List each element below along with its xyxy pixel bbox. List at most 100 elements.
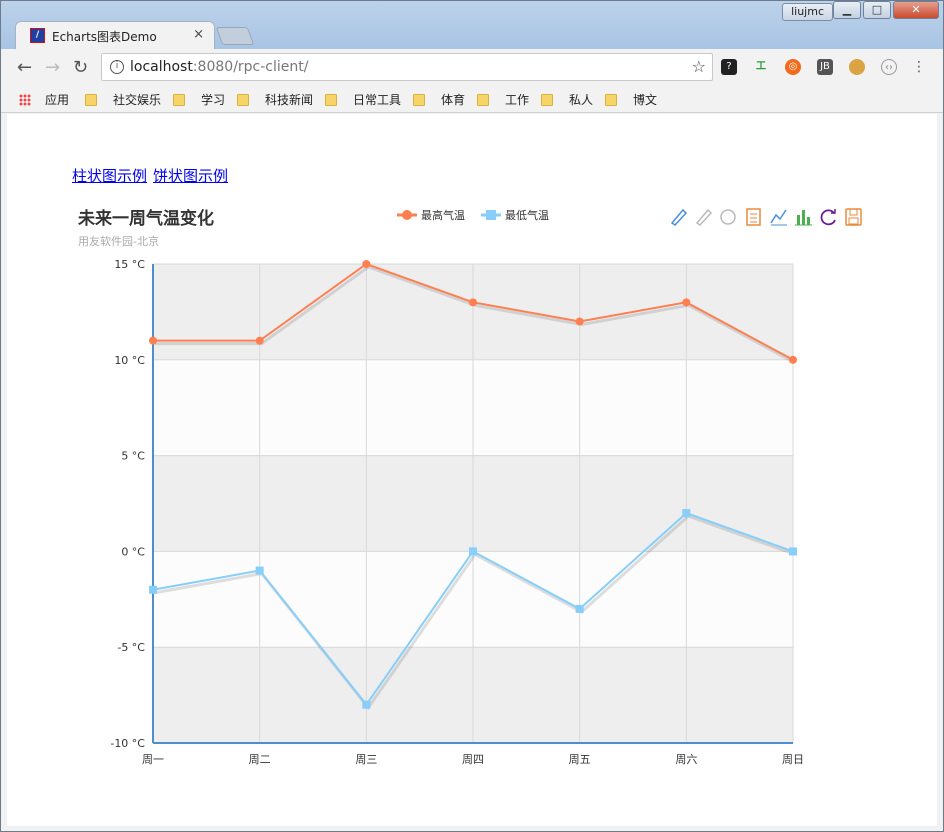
x-tick-label: 周六 xyxy=(675,753,697,766)
x-tick-label: 周五 xyxy=(569,753,591,766)
data-point[interactable] xyxy=(362,700,371,709)
data-point[interactable] xyxy=(255,566,264,575)
bookmark-star-icon[interactable]: ☆ xyxy=(691,57,706,76)
restore-icon[interactable] xyxy=(820,209,836,226)
extension-1-icon[interactable]: ? xyxy=(721,59,737,75)
mark-undo-icon[interactable] xyxy=(695,208,713,226)
x-tick-label: 周四 xyxy=(462,753,484,766)
data-point[interactable] xyxy=(789,355,797,364)
minimize-button[interactable]: ▁ xyxy=(833,1,861,19)
x-tick-label: 周三 xyxy=(355,753,377,766)
x-tick-label: 周日 xyxy=(782,753,804,766)
folder-icon xyxy=(413,93,425,106)
chart-links: 柱状图示例 饼状图示例 xyxy=(72,165,234,186)
bookmark-folder[interactable]: 学习 xyxy=(173,91,225,108)
legend-marker[interactable] xyxy=(402,210,412,220)
data-point[interactable] xyxy=(149,336,157,345)
bookmark-apps[interactable]: 应用 xyxy=(19,91,69,108)
bookmark-label: 科技新闻 xyxy=(265,93,314,107)
mark-clear-icon[interactable] xyxy=(720,209,736,225)
bookmarks-bar: 应用 社交娱乐 学习 科技新闻 日常工具 体育 工作 私人 博文 xyxy=(1,85,943,113)
data-point[interactable] xyxy=(362,260,371,268)
data-point[interactable] xyxy=(682,509,691,518)
bookmark-folder[interactable]: 私人 xyxy=(541,91,593,108)
info-icon[interactable]: i xyxy=(110,60,124,74)
apps-grid-icon xyxy=(19,93,31,106)
chart-title: 未来一周气温变化 xyxy=(77,208,214,229)
browser-toolbar: ← → ↻ i localhost:8080/rpc-client/ ☆ ? 工… xyxy=(1,49,943,85)
data-point[interactable] xyxy=(149,585,157,594)
data-point[interactable] xyxy=(575,604,584,613)
bookmark-label: 私人 xyxy=(569,93,594,107)
legend-label[interactable]: 最低气温 xyxy=(505,208,549,222)
y-tick-label: 5 °C xyxy=(121,450,145,463)
bookmark-label: 应用 xyxy=(45,93,70,107)
data-point[interactable] xyxy=(575,317,584,326)
extension-tools-icon[interactable]: 工 xyxy=(756,61,766,72)
data-point[interactable] xyxy=(789,547,797,556)
title-bar: liujmc ▁ □ ✕ / Echarts图表Demo × xyxy=(1,1,943,49)
legend-label[interactable]: 最高气温 xyxy=(421,208,465,222)
data-point[interactable] xyxy=(469,298,477,307)
bookmark-label: 日常工具 xyxy=(353,93,402,107)
data-point[interactable] xyxy=(469,547,477,556)
echarts-favicon-icon: / xyxy=(30,28,45,43)
close-window-button[interactable]: ✕ xyxy=(893,1,939,19)
extension-lifebuoy-icon[interactable]: ◎ xyxy=(785,59,801,75)
bookmark-label: 体育 xyxy=(441,93,466,107)
extension-cookie-icon[interactable] xyxy=(849,59,865,75)
x-tick-label: 周二 xyxy=(249,753,271,766)
folder-icon xyxy=(173,93,185,106)
extension-code-icon[interactable]: ‹› xyxy=(881,59,897,75)
legend-marker[interactable] xyxy=(486,210,496,220)
data-point[interactable] xyxy=(255,336,264,345)
pie-chart-link[interactable]: 饼状图示例 xyxy=(153,167,229,185)
bar-chart-link[interactable]: 柱状图示例 xyxy=(72,167,148,185)
line-type-icon[interactable] xyxy=(770,209,787,226)
y-tick-label: 15 °C xyxy=(114,258,145,271)
bookmark-folder[interactable]: 工作 xyxy=(477,91,529,108)
browser-tab[interactable]: / Echarts图表Demo × xyxy=(15,21,215,49)
folder-icon xyxy=(85,93,97,106)
bar-type-icon[interactable] xyxy=(795,210,812,226)
user-badge[interactable]: liujmc xyxy=(782,3,833,21)
bookmark-folder[interactable]: 博文 xyxy=(605,91,657,108)
folder-icon xyxy=(541,93,553,106)
mark-icon[interactable] xyxy=(670,208,688,226)
url-path: :8080/rpc-client/ xyxy=(192,59,309,75)
x-tick-label: 周一 xyxy=(142,753,164,766)
page-content: 柱状图示例 饼状图示例 未来一周气温变化 用友软件园-北京 15 °C 10 °C 5 °… xyxy=(7,114,937,826)
y-tick-label: -10 °C xyxy=(110,737,145,750)
y-tick-label: 10 °C xyxy=(114,354,145,367)
menu-kebab-icon[interactable]: ⋮ xyxy=(912,59,926,75)
bookmark-label: 社交娱乐 xyxy=(113,93,162,107)
y-tick-label: -5 °C xyxy=(117,641,145,654)
data-view-icon[interactable] xyxy=(746,208,761,226)
bookmark-folder[interactable]: 日常工具 xyxy=(325,91,401,108)
url-text[interactable]: localhost:8080/rpc-client/ xyxy=(130,59,308,75)
forward-arrow-icon[interactable]: → xyxy=(45,57,61,78)
window-controls: ▁ □ ✕ xyxy=(831,1,939,19)
bookmark-label: 博文 xyxy=(633,93,658,107)
url-host: localhost xyxy=(130,59,193,75)
address-bar[interactable]: i localhost:8080/rpc-client/ ☆ xyxy=(101,53,713,81)
save-image-icon[interactable] xyxy=(845,208,862,226)
folder-icon xyxy=(325,93,337,106)
back-arrow-icon[interactable]: ← xyxy=(17,57,33,78)
reload-icon[interactable]: ↻ xyxy=(73,57,89,78)
tab-close-icon[interactable]: × xyxy=(193,27,204,42)
folder-icon xyxy=(605,93,617,106)
maximize-button[interactable]: □ xyxy=(863,1,891,19)
bookmark-folder[interactable]: 社交娱乐 xyxy=(85,91,161,108)
folder-icon xyxy=(237,93,249,106)
bookmark-label: 学习 xyxy=(201,93,226,107)
extension-jb-icon[interactable]: JB xyxy=(817,59,833,75)
folder-icon xyxy=(477,93,489,106)
tab-title: Echarts图表Demo xyxy=(52,30,157,44)
bookmark-folder[interactable]: 科技新闻 xyxy=(237,91,313,108)
new-tab-button[interactable] xyxy=(215,27,255,45)
bookmark-folder[interactable]: 体育 xyxy=(413,91,465,108)
data-point[interactable] xyxy=(682,298,691,307)
